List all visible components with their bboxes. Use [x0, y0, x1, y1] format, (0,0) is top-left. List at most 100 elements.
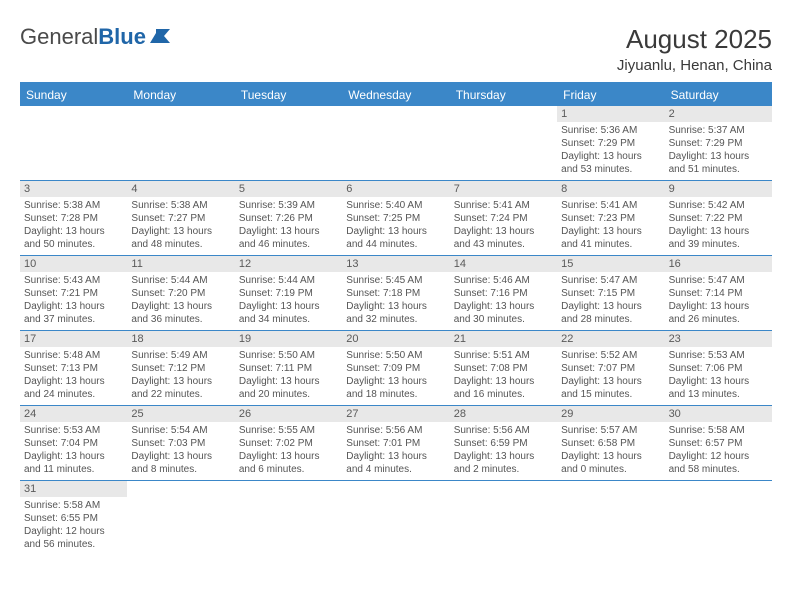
sunrise-text: Sunrise: 5:52 AM [557, 349, 664, 362]
calendar-cell-empty [342, 481, 449, 555]
day-number: 3 [20, 181, 127, 197]
daylight-text-1: Daylight: 13 hours [127, 225, 234, 238]
sunrise-text: Sunrise: 5:54 AM [127, 424, 234, 437]
sunrise-text: Sunrise: 5:58 AM [665, 424, 772, 437]
sunrise-text: Sunrise: 5:44 AM [127, 274, 234, 287]
sunset-text: Sunset: 7:14 PM [665, 287, 772, 300]
daylight-text-1: Daylight: 13 hours [450, 300, 557, 313]
day-number: 27 [342, 406, 449, 422]
sunset-text: Sunset: 7:04 PM [20, 437, 127, 450]
sunset-text: Sunset: 6:57 PM [665, 437, 772, 450]
calendar-cell: 20Sunrise: 5:50 AMSunset: 7:09 PMDayligh… [342, 331, 449, 405]
daylight-text-2: and 58 minutes. [665, 463, 772, 476]
calendar-cell: 15Sunrise: 5:47 AMSunset: 7:15 PMDayligh… [557, 256, 664, 330]
daylight-text-2: and 11 minutes. [20, 463, 127, 476]
sunrise-text: Sunrise: 5:56 AM [450, 424, 557, 437]
sunset-text: Sunset: 7:29 PM [557, 137, 664, 150]
sunset-text: Sunset: 7:27 PM [127, 212, 234, 225]
calendar-cell: 18Sunrise: 5:49 AMSunset: 7:12 PMDayligh… [127, 331, 234, 405]
daylight-text-2: and 44 minutes. [342, 238, 449, 251]
day-number: 2 [665, 106, 772, 122]
sunrise-text: Sunrise: 5:41 AM [450, 199, 557, 212]
calendar-cell-empty [450, 106, 557, 180]
day-number: 23 [665, 331, 772, 347]
daylight-text-2: and 37 minutes. [20, 313, 127, 326]
sunset-text: Sunset: 7:23 PM [557, 212, 664, 225]
header-bar: GeneralBlue August 2025 Jiyuanlu, Henan,… [20, 24, 772, 74]
sunrise-text: Sunrise: 5:53 AM [665, 349, 772, 362]
daylight-text-2: and 53 minutes. [557, 163, 664, 176]
daylight-text-2: and 26 minutes. [665, 313, 772, 326]
calendar-cell: 7Sunrise: 5:41 AMSunset: 7:24 PMDaylight… [450, 181, 557, 255]
daylight-text-1: Daylight: 13 hours [20, 225, 127, 238]
sunset-text: Sunset: 7:18 PM [342, 287, 449, 300]
sunset-text: Sunset: 7:22 PM [665, 212, 772, 225]
day-number: 12 [235, 256, 342, 272]
calendar-body: 1Sunrise: 5:36 AMSunset: 7:29 PMDaylight… [20, 106, 772, 555]
calendar-week: 10Sunrise: 5:43 AMSunset: 7:21 PMDayligh… [20, 256, 772, 331]
calendar-cell: 11Sunrise: 5:44 AMSunset: 7:20 PMDayligh… [127, 256, 234, 330]
sunrise-text: Sunrise: 5:41 AM [557, 199, 664, 212]
daylight-text-2: and 13 minutes. [665, 388, 772, 401]
daylight-text-1: Daylight: 13 hours [450, 375, 557, 388]
calendar-cell-empty [450, 481, 557, 555]
day-number: 8 [557, 181, 664, 197]
daylight-text-2: and 36 minutes. [127, 313, 234, 326]
dow-wednesday: Wednesday [342, 84, 449, 106]
calendar-cell: 25Sunrise: 5:54 AMSunset: 7:03 PMDayligh… [127, 406, 234, 480]
calendar-cell: 21Sunrise: 5:51 AMSunset: 7:08 PMDayligh… [450, 331, 557, 405]
sunrise-text: Sunrise: 5:55 AM [235, 424, 342, 437]
calendar-cell: 26Sunrise: 5:55 AMSunset: 7:02 PMDayligh… [235, 406, 342, 480]
calendar-week: 24 Sunrise: 5:53 AMSunset: 7:04 PM Dayligh… [20, 406, 772, 481]
daylight-text-2: and 24 minutes. [20, 388, 127, 401]
sunrise-text: Sunrise: 5:50 AM [235, 349, 342, 362]
daylight-text-1: Daylight: 13 hours [557, 375, 664, 388]
sunrise-text: Sunrise: 5:45 AM [342, 274, 449, 287]
dow-tuesday: Tuesday [235, 84, 342, 106]
calendar-page: GeneralBlue August 2025 Jiyuanlu, Henan,… [0, 0, 792, 555]
calendar-cell: 9Sunrise: 5:42 AMSunset: 7:22 PMDaylight… [665, 181, 772, 255]
sunset-text: Sunset: 7:15 PM [557, 287, 664, 300]
calendar-cell: 16Sunrise: 5:47 AMSunset: 7:14 PMDayligh… [665, 256, 772, 330]
day-number: 15 [557, 256, 664, 272]
calendar-cell-empty [557, 481, 664, 555]
sunset-text: Sunset: 7:07 PM [557, 362, 664, 375]
daylight-text-1: Daylight: 13 hours [342, 450, 449, 463]
daylight-text-2: and 4 minutes. [342, 463, 449, 476]
month-title: August 2025 [617, 24, 772, 55]
calendar-cell: 31Sunrise: 5:58 AMSunset: 6:55 PMDayligh… [20, 481, 127, 555]
sunrise-text: Sunrise: 5:58 AM [20, 499, 127, 512]
calendar-cell: 14Sunrise: 5:46 AMSunset: 7:16 PMDayligh… [450, 256, 557, 330]
daylight-text-2: and 15 minutes. [557, 388, 664, 401]
sunset-text: Sunset: 7:02 PM [235, 437, 342, 450]
daylight-text-1: Daylight: 13 hours [20, 300, 127, 313]
day-number: 5 [235, 181, 342, 197]
sunset-text: Sunset: 7:24 PM [450, 212, 557, 225]
daylight-text-2: and 50 minutes. [20, 238, 127, 251]
daylight-text-1: Daylight: 13 hours [235, 300, 342, 313]
daylight-text-2: and 46 minutes. [235, 238, 342, 251]
calendar-cell: 6Sunrise: 5:40 AMSunset: 7:25 PMDaylight… [342, 181, 449, 255]
day-number: 1 [557, 106, 664, 122]
sunset-text: Sunset: 6:55 PM [20, 512, 127, 525]
daylight-text-1: Daylight: 12 hours [665, 450, 772, 463]
daylight-text-2: and 0 minutes. [557, 463, 664, 476]
daylight-text-1: Daylight: 13 hours [557, 300, 664, 313]
day-number: 13 [342, 256, 449, 272]
sunrise-text: Sunrise: 5:53 AM [20, 424, 127, 437]
day-number: 31 [20, 481, 127, 497]
calendar-cell: 30Sunrise: 5:58 AMSunset: 6:57 PMDayligh… [665, 406, 772, 480]
logo-word1: General [20, 24, 98, 49]
sunrise-text: Sunrise: 5:38 AM [127, 199, 234, 212]
calendar-cell: 1Sunrise: 5:36 AMSunset: 7:29 PMDaylight… [557, 106, 664, 180]
day-number: 18 [127, 331, 234, 347]
sunrise-text: Sunrise: 5:56 AM [342, 424, 449, 437]
sunrise-text: Sunrise: 5:50 AM [342, 349, 449, 362]
day-number: 29 [557, 406, 664, 422]
calendar-cell: 12Sunrise: 5:44 AMSunset: 7:19 PMDayligh… [235, 256, 342, 330]
day-number: 14 [450, 256, 557, 272]
day-number: 24 [20, 406, 127, 422]
sunrise-text: Sunrise: 5:44 AM [235, 274, 342, 287]
sunrise-text: Sunrise: 5:48 AM [20, 349, 127, 362]
calendar-cell: 24Sunrise: 5:53 AMSunset: 7:04 PMDayligh… [20, 406, 127, 480]
